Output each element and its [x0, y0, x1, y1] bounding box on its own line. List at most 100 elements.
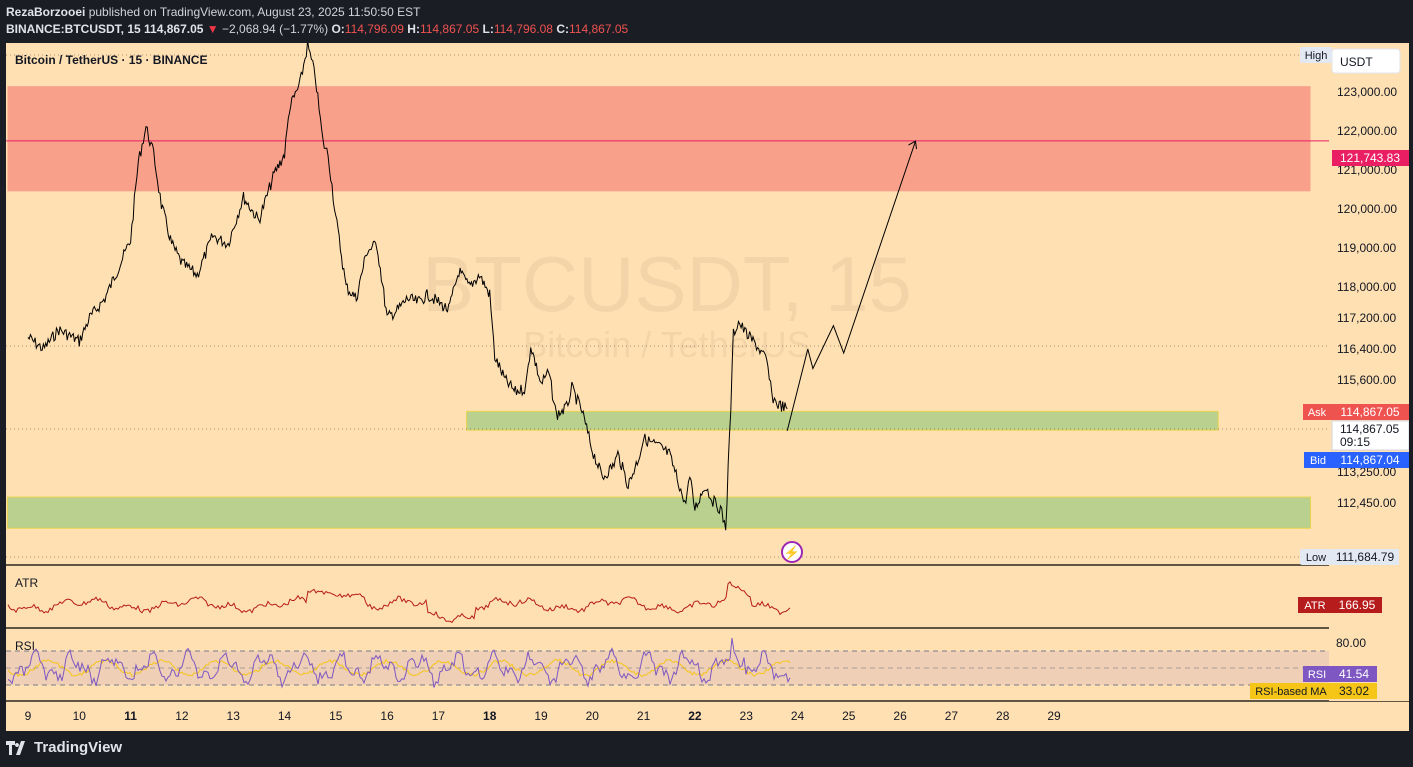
time-axis-tick-label: 10	[73, 709, 87, 723]
atr-label[interactable]: ATR	[15, 576, 38, 590]
rsi-ma-value-tag	[1332, 683, 1377, 699]
rsi-tag	[1303, 666, 1332, 682]
open-label: O:	[331, 22, 345, 36]
zones-layer	[6, 86, 1312, 529]
lightning-icon: ⚡	[784, 545, 800, 561]
ask-price-tag	[1332, 404, 1409, 420]
price-axis-tick-label: 112,450.00	[1337, 496, 1396, 510]
bid-price-value: 114,867.04	[1340, 453, 1399, 467]
time-axis-tick-label: 22	[688, 709, 702, 723]
rsi-ma-tag-label: RSI-based MA	[1255, 686, 1327, 698]
watermark-sub: Bitcoin / TetherUS	[523, 324, 810, 365]
low-value: 114,796.08	[493, 22, 553, 36]
bid-tag	[1304, 452, 1332, 468]
time-axis-tick-label: 13	[227, 709, 241, 723]
atr-tag-label: ATR	[1304, 600, 1325, 612]
tradingview-logo[interactable]: TradingView	[6, 739, 122, 756]
rsi-ma-tag	[1250, 683, 1332, 699]
time-axis-tick-label: 11	[124, 709, 137, 723]
chart-title: Bitcoin / TetherUS · 15 · BINANCE	[15, 53, 207, 67]
open-value: 114,796.09	[344, 22, 404, 36]
atr-line	[7, 580, 791, 624]
time-axis-tick-label: 20	[586, 709, 600, 723]
change-value: −2,068.94 (−1.77%)	[222, 22, 329, 36]
time-axis-tick-label: 17	[432, 709, 446, 723]
close-value: 114,867.05	[569, 22, 629, 36]
price-chart[interactable]: BTCUSDT, 15 Bitcoin / TetherUS Bitcoin /…	[6, 40, 1410, 731]
ask-tag-label: Ask	[1308, 407, 1327, 419]
price-axis-tick-label: 117,200.00	[1337, 311, 1396, 325]
time-axis-tick-label: 12	[175, 709, 189, 723]
time-axis-tick-label: 14	[278, 709, 292, 723]
ask-price-value: 114,867.05	[1340, 405, 1399, 419]
time-axis-tick-label: 28	[996, 709, 1010, 723]
change-arrow-icon: ▼	[206, 22, 219, 36]
time-axis-tick-label: 19	[534, 709, 548, 723]
publisher-line: RezaBorzooei published on TradingView.co…	[6, 5, 421, 19]
rsi-line	[7, 637, 791, 689]
price-axis-tick-label: 122,000.00	[1337, 124, 1397, 138]
bid-price-tag	[1332, 452, 1409, 468]
time-axis[interactable]: 9 10 11 12 13 14 15 16 17 18 19 20 21 22 23 24 25 26 27 28 2…	[25, 709, 1061, 723]
low-label: L:	[482, 22, 494, 36]
rsi-value: 41.54	[1339, 667, 1369, 681]
atr-value: 166.95	[1339, 598, 1376, 612]
event-marker-icon[interactable]	[781, 541, 803, 563]
bid-tag-label: Bid	[1310, 455, 1326, 467]
target-price-tag[interactable]	[1332, 150, 1409, 166]
time-axis-tick-label: 25	[842, 709, 856, 723]
last-price: 114,867.05	[144, 22, 204, 36]
price-line	[27, 40, 788, 531]
time-axis-tick-label: 27	[945, 709, 959, 723]
time-axis-tick-label: 26	[893, 709, 907, 723]
high-tag-label: High	[1305, 50, 1328, 62]
symbol-line: BINANCE:BTCUSDT, 15 114,867.05 ▼ −2,068.…	[6, 22, 628, 36]
low-price-value: 111,684.79	[1336, 550, 1395, 564]
time-axis-tick-label: 18	[483, 709, 497, 723]
high-tag	[1300, 47, 1332, 63]
time-axis-tick-label: 29	[1047, 709, 1061, 723]
time-axis-tick-label: 21	[637, 709, 651, 723]
price-axis-tick-label: 118,000.00	[1337, 280, 1396, 294]
demand-zone-2[interactable]	[6, 496, 1312, 529]
rsi-value-tag	[1332, 666, 1377, 682]
price-axis-tick-label: 123,000.00	[1337, 85, 1397, 99]
low-tag	[1300, 549, 1332, 565]
high-label: H:	[407, 22, 420, 36]
author-name[interactable]: RezaBorzooei	[6, 5, 86, 19]
time-axis-tick-label: 9	[25, 709, 32, 723]
tradingview-logo-icon	[6, 740, 25, 755]
projection-arrowhead-icon	[908, 140, 917, 150]
tradingview-brand: TradingView	[34, 739, 123, 756]
currency-button-label: USDT	[1340, 55, 1373, 69]
projection-path[interactable]	[786, 140, 916, 432]
high-value: 114,867.05	[419, 22, 480, 36]
rsi-ma-line	[7, 658, 791, 678]
price-axis-tick-label: 121,000.00	[1337, 163, 1397, 177]
close-label: C:	[556, 22, 569, 36]
published-text: published on TradingView.com, August 23,…	[88, 5, 421, 19]
time-axis-tick-label: 23	[740, 709, 754, 723]
ask-tag	[1303, 404, 1332, 420]
price-axis-tick-label: 115,600.00	[1337, 373, 1396, 387]
demand-zone-1[interactable]	[466, 410, 1219, 431]
series-layer	[27, 40, 917, 531]
rsi-tag-label: RSI	[1308, 669, 1326, 681]
symbol-name[interactable]: BINANCE:BTCUSDT, 15	[6, 22, 141, 36]
watermark-main: BTCUSDT, 15	[422, 240, 912, 328]
chart-frame[interactable]: BTCUSDT, 15 Bitcoin / TetherUS Bitcoin /…	[6, 40, 1410, 731]
time-axis-tick-label: 24	[791, 709, 805, 723]
time-axis-tick-label: 16	[380, 709, 394, 723]
rsi-label[interactable]: RSI	[15, 639, 35, 653]
price-axis-tick-label: 120,000.00	[1337, 202, 1397, 216]
last-price-value: 114,867.05	[1340, 422, 1399, 436]
price-axis-tick-label: 113,250.00	[1337, 465, 1396, 479]
price-axis-tick-label: 119,000.00	[1337, 241, 1396, 255]
time-axis-tick-label: 15	[329, 709, 343, 723]
target-price-value: 121,743.83	[1340, 151, 1400, 165]
rsi-ma-value: 33.02	[1339, 684, 1369, 698]
supply-zone-0[interactable]	[7, 86, 1311, 192]
price-axis-tick-label: 116,400.00	[1337, 342, 1396, 356]
rsi-level-label: 80.00	[1336, 636, 1366, 650]
bar-countdown: 09:15	[1340, 435, 1370, 449]
